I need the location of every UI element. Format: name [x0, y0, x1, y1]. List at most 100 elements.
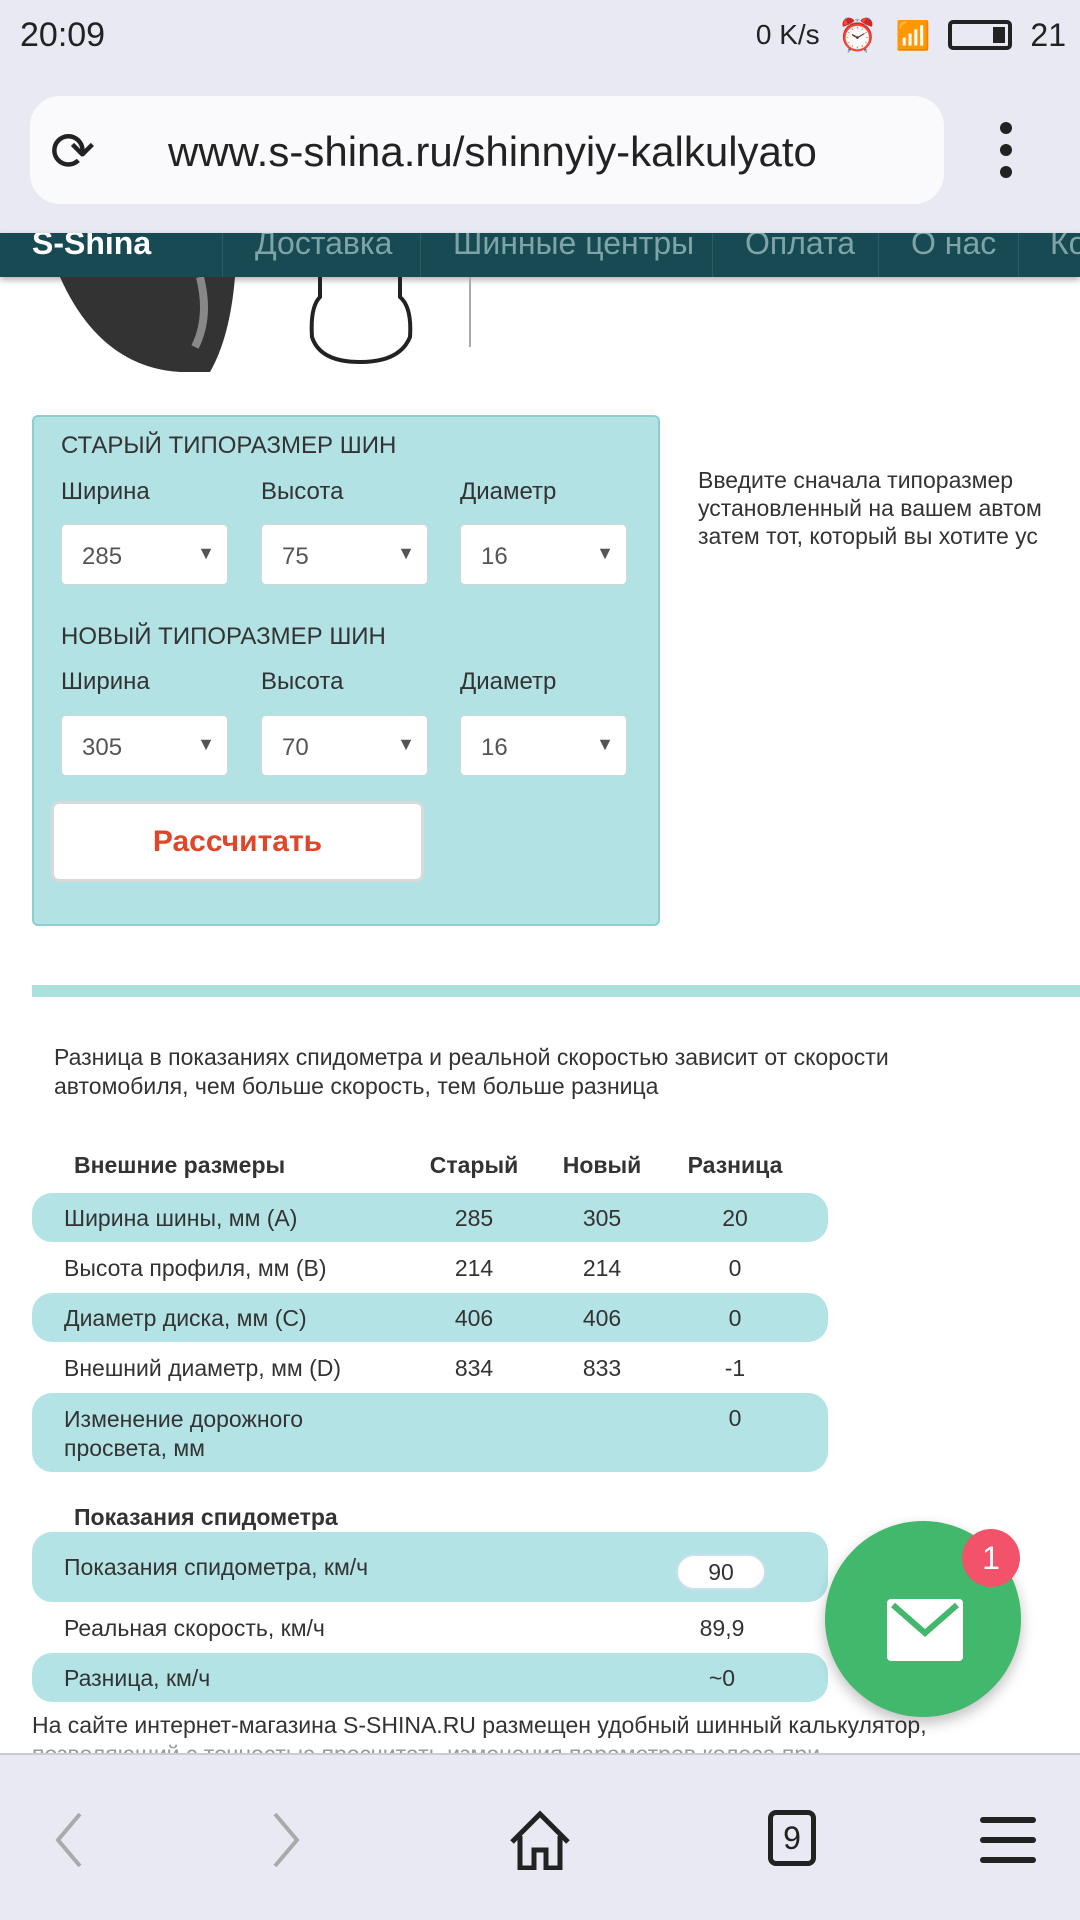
table-row: Ширина шины, мм (A) 285 305 20: [32, 1193, 828, 1242]
select-value: 305: [82, 734, 123, 761]
instructions-text: Введите сначала типоразмер установленный…: [698, 466, 1042, 550]
cell: 285: [454, 1205, 494, 1231]
nav-payment[interactable]: Оплата: [745, 233, 856, 261]
cell: 20: [722, 1205, 748, 1231]
reload-icon[interactable]: ⟳: [50, 122, 96, 182]
speed-row: Разница, км/ч ~0: [32, 1653, 828, 1702]
header-cell: Внешние размеры: [74, 1152, 286, 1178]
site-logo[interactable]: S-Shina: [32, 233, 152, 261]
label-height: Высота: [261, 478, 344, 505]
dropdown-arrow-icon: ▼: [397, 734, 415, 754]
more-menu-icon[interactable]: [1000, 122, 1014, 188]
cell: 214: [582, 1255, 622, 1281]
cell: 305: [582, 1205, 622, 1231]
hint-line: установленный на вашем автом: [698, 495, 1042, 521]
old-diameter-select[interactable]: 16 ▼: [460, 524, 627, 585]
nav-delivery[interactable]: Доставка: [255, 233, 393, 261]
hint-line: затем тот, который вы хотите ус: [698, 523, 1038, 549]
new-diameter-select[interactable]: 16 ▼: [460, 715, 627, 776]
cell: 0: [728, 1255, 742, 1281]
dropdown-arrow-icon: ▼: [197, 734, 215, 754]
home-icon[interactable]: [508, 1810, 572, 1870]
mail-icon: [887, 1599, 963, 1661]
status-time: 20:09: [20, 16, 106, 54]
forward-icon[interactable]: [265, 1810, 305, 1870]
old-width-select[interactable]: 285 ▼: [61, 524, 228, 585]
cell: Изменение дорожного просвета, мм: [64, 1405, 303, 1463]
wifi-icon: 📶: [895, 19, 931, 51]
battery-level: 21: [1030, 16, 1066, 53]
cell: Диаметр диска, мм (C): [64, 1305, 307, 1331]
description-line: Разница в показаниях спидометра и реальн…: [54, 1044, 889, 1070]
cell-line: просвета, мм: [64, 1435, 205, 1461]
tabs-button[interactable]: 9: [768, 1810, 816, 1866]
new-width-select[interactable]: 305 ▼: [61, 715, 228, 776]
nav-contacts[interactable]: Ко: [1050, 233, 1080, 261]
header-cell: Старый: [429, 1152, 519, 1178]
calculate-button[interactable]: Рассчитать: [51, 801, 424, 882]
speed-description: Разница в показаниях спидометра и реальн…: [54, 1043, 889, 1101]
select-value: 16: [481, 543, 508, 570]
select-value: 75: [282, 543, 309, 570]
dropdown-arrow-icon: ▼: [596, 543, 614, 563]
speedometer-input[interactable]: 90: [676, 1554, 766, 1590]
table-header: Внешние размеры Старый Новый Разница: [32, 1152, 828, 1182]
header-cell: Разница: [687, 1152, 783, 1178]
speed-row: Реальная скорость, км/ч 89,9: [32, 1603, 828, 1653]
notification-badge: 1: [962, 1529, 1020, 1587]
table-row: Диаметр диска, мм (C) 406 406 0: [32, 1293, 828, 1342]
cell: 406: [582, 1305, 622, 1331]
select-value: 70: [282, 734, 309, 761]
dropdown-arrow-icon: ▼: [397, 543, 415, 563]
alarm-icon: ⏰: [837, 17, 878, 53]
cell: 0: [728, 1405, 742, 1431]
cell: Реальная скорость, км/ч: [64, 1615, 325, 1641]
select-value: 285: [82, 543, 123, 570]
new-height-select[interactable]: 70 ▼: [261, 715, 428, 776]
browser-bottom-bar: 9: [0, 1753, 1080, 1920]
nav-tire-centers[interactable]: Шинные центры: [453, 233, 695, 261]
cell: Ширина шины, мм (A): [64, 1205, 298, 1231]
address-bar[interactable]: [30, 96, 944, 204]
cell: Внешний диаметр, мм (D): [64, 1355, 342, 1381]
menu-icon[interactable]: [980, 1815, 1036, 1865]
status-icons: 0 K/s ⏰ 📶 21: [756, 16, 1066, 54]
table-row: Высота профиля, мм (B) 214 214 0: [32, 1243, 828, 1292]
cell: Разница, км/ч: [64, 1665, 211, 1691]
tire-illustration: [60, 277, 471, 372]
url-text[interactable]: www.s-shina.ru/shinnyiy-kalkulyato: [168, 128, 817, 175]
cell: 0: [728, 1305, 742, 1331]
cell: Показания спидометра, км/ч: [64, 1554, 369, 1580]
dropdown-arrow-icon: ▼: [197, 543, 215, 563]
speed-section-title: Показания спидометра: [32, 1504, 828, 1534]
old-height-select[interactable]: 75 ▼: [261, 524, 428, 585]
cell-line: Изменение дорожного: [64, 1406, 303, 1432]
cell: 834: [454, 1355, 494, 1381]
back-icon[interactable]: [50, 1810, 90, 1870]
nav-about[interactable]: О нас: [911, 233, 997, 261]
cell: -1: [724, 1355, 746, 1381]
seo-text: На сайте интернет-магазина S-SHINA.RU ра…: [32, 1712, 927, 1738]
table-row: Внешний диаметр, мм (D) 834 833 -1: [32, 1343, 828, 1392]
cell: 214: [454, 1255, 494, 1281]
new-size-title: НОВЫЙ ТИПОРАЗМЕР ШИН: [61, 623, 386, 650]
battery-icon: [948, 20, 1013, 50]
site-nav: S-Shina Доставка Шинные центры Оплата О …: [0, 233, 1080, 277]
label-width: Ширина: [61, 478, 150, 505]
cell: 833: [582, 1355, 622, 1381]
speed-row: Показания спидометра, км/ч 90: [32, 1532, 828, 1602]
label-diameter: Диаметр: [460, 478, 557, 505]
cell: 406: [454, 1305, 494, 1331]
cell: 89,9: [699, 1615, 745, 1641]
description-line: автомобиля, чем больше скорость, тем бол…: [54, 1073, 659, 1099]
cell: ~0: [708, 1665, 736, 1691]
old-size-title: СТАРЫЙ ТИПОРАЗМЕР ШИН: [61, 432, 397, 459]
net-speed: 0 K/s: [755, 19, 820, 50]
label-height: Высота: [261, 668, 344, 695]
cell: Высота профиля, мм (B): [64, 1255, 327, 1281]
label-diameter: Диаметр: [460, 668, 557, 695]
label-width: Ширина: [61, 668, 150, 695]
hint-line: Введите сначала типоразмер: [698, 467, 1014, 493]
select-value: 16: [481, 734, 508, 761]
dropdown-arrow-icon: ▼: [596, 734, 614, 754]
